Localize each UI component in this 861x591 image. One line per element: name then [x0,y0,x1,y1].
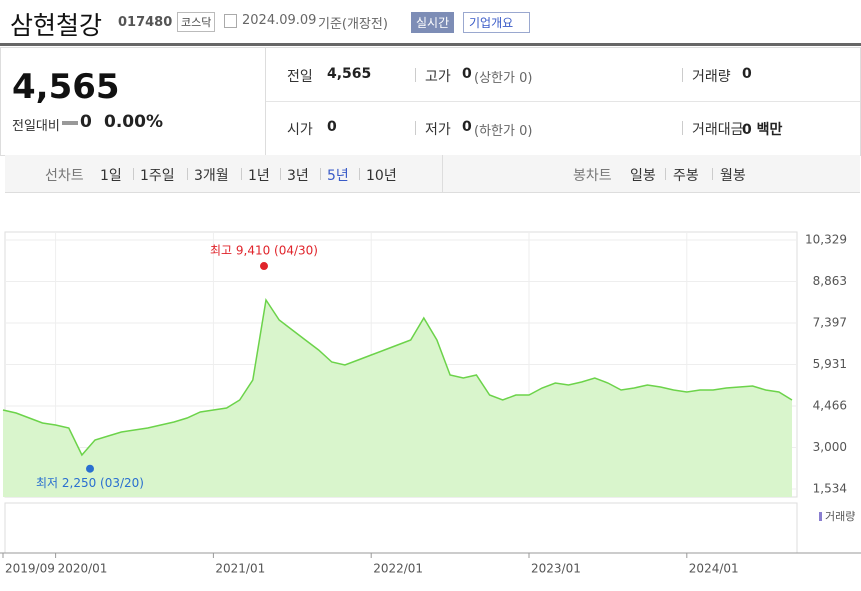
annotation-text: 최고 9,410 (04/30) [210,244,318,258]
change: 0 [80,112,92,132]
basis: 기준(개장전) [318,17,388,32]
summary-sep [682,68,683,82]
summary-note: (하한가 0) [474,124,533,139]
y-tick-label: 10,329 [805,233,847,247]
summary-label: 거래대금 [692,122,744,138]
candle-chart-label: 봉차트 [573,168,612,184]
summary-value: 4,565 [327,66,372,82]
summary-value: 0 [327,119,337,135]
period-tab[interactable]: 3년 [287,168,309,184]
price-line [2,297,793,457]
y-tick-label: 3,000 [813,440,847,454]
line-chart-label: 선차트 [45,168,84,184]
flat-icon [62,121,78,125]
x-tick-label: 2019/09 [5,562,55,576]
stock-code: 017480 [118,15,173,30]
x-tick-label: 2021/01 [215,562,265,576]
summary-label: 전일 [287,69,313,85]
tab-bar [5,155,860,193]
y-tick-label: 4,466 [813,398,847,412]
date: 2024.09.09 [242,13,317,28]
period-tab[interactable]: 3개월 [194,168,229,184]
tab-sep [187,168,188,180]
x-tick-label: 2023/01 [531,562,581,576]
price: 4,565 [12,67,120,107]
summary-label: 시가 [287,122,313,138]
overview-button[interactable]: 기업개요 [463,12,531,33]
period-tab[interactable]: 10년 [366,168,397,184]
y-tick-label: 5,931 [813,357,847,371]
y-tick-label: 8,863 [813,274,847,288]
period-tab[interactable]: 5년 [327,168,349,184]
tab-sep [241,168,242,180]
tab-sep [133,168,134,180]
x-tick-label: 2020/01 [58,562,108,576]
volume-legend-key [819,512,822,521]
y-tick-label: 7,397 [813,316,847,330]
stock-name: 삼현철강 [10,11,103,40]
summary-sep [415,121,416,135]
tab-sep [280,168,281,180]
summary-row-rule [266,101,860,102]
change-label: 전일대비 [12,119,60,134]
annotation-text: 최저 2,250 (03/20) [36,476,144,490]
tab-divider [442,155,443,193]
candle-tab[interactable]: 주봉 [673,168,699,184]
calendar-icon [224,14,237,28]
x-tick-label: 2024/01 [689,562,739,576]
summary-value: 0 [462,119,472,135]
realtime-button[interactable]: 실시간 [411,12,455,33]
summary-sep [415,68,416,82]
x-tick-label: 2022/01 [373,562,423,576]
area-fill [3,300,792,497]
summary-value: 0 [462,66,472,82]
summary-label: 거래량 [692,69,731,85]
market-badge: 코스닥 [177,12,216,32]
tab-sep [320,168,321,180]
volume-legend: 거래량 [825,510,855,523]
period-tab[interactable]: 1주일 [140,168,175,184]
summary-note: (상한가 0) [474,71,533,86]
summary-label: 고가 [425,69,451,85]
tab-sep [665,168,666,180]
period-tab[interactable]: 1년 [248,168,270,184]
annotation-dot [86,464,94,473]
header-rule [0,43,861,46]
tab-sep [359,168,360,180]
summary-divider [265,47,266,155]
tab-sep [712,168,713,180]
candle-tab[interactable]: 월봉 [720,168,746,184]
summary-label: 저가 [425,122,451,138]
candle-tab[interactable]: 일봉 [630,168,656,184]
annotation-dot [260,262,268,271]
summary-value: 0 [742,66,752,82]
period-tab[interactable]: 1일 [100,168,122,184]
volume-frame [4,502,798,554]
change-rate: 0.00% [104,112,163,132]
summary-sep [682,121,683,135]
y-tick-label: 1,534 [813,482,847,496]
summary-value: 0 백만 [742,122,783,138]
